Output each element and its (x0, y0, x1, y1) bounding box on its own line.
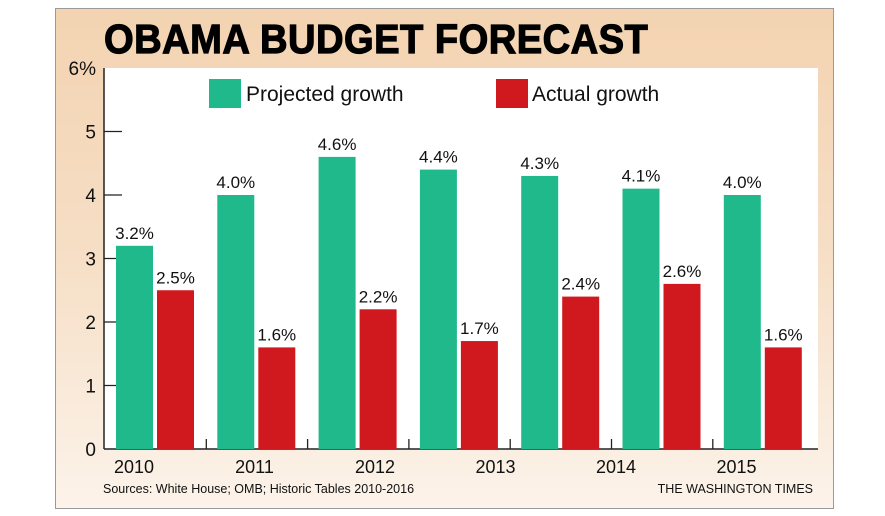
projected-growth-bar (217, 195, 255, 449)
data-label: 4.4% (419, 148, 458, 167)
data-label: 2.2% (359, 287, 398, 306)
x-tick-label: 2011 (235, 457, 274, 477)
data-label: 1.7% (460, 319, 499, 338)
source-note: Sources: White House; OMB; Historic Tabl… (103, 482, 415, 496)
x-tick-label: 2013 (475, 457, 515, 477)
projected-growth-bar (521, 175, 559, 449)
data-label: 3.2% (115, 224, 154, 243)
data-label: 4.1% (622, 167, 661, 186)
legend-swatch-actual (496, 79, 528, 108)
actual-growth-bar (157, 290, 194, 449)
actual-growth-bar (764, 347, 802, 449)
y-tick-label: 3 (85, 250, 96, 271)
x-tick-label: 2012 (355, 457, 395, 477)
credit-note: THE WASHINGTON TIMES (657, 482, 813, 496)
data-label: 4.0% (723, 173, 762, 192)
x-tick-label: 2014 (596, 457, 636, 477)
data-label: 2.5% (156, 268, 195, 287)
y-tick-label: 1 (85, 377, 96, 398)
legend-label-projected: Projected growth (246, 83, 404, 106)
data-label: 4.0% (216, 173, 255, 192)
legend-swatch-projected (209, 79, 241, 108)
projected-growth-bar (723, 195, 761, 449)
x-tick-label: 2015 (716, 457, 756, 477)
data-label: 1.6% (764, 325, 803, 344)
actual-growth-bar (663, 283, 701, 449)
projected-growth-bar (318, 156, 356, 449)
actual-growth-bar (460, 341, 498, 449)
legend-label-actual: Actual growth (532, 83, 659, 106)
data-label: 2.6% (663, 262, 702, 281)
actual-growth-bar (562, 296, 600, 449)
projected-growth-bar (116, 245, 153, 449)
data-label: 2.4% (561, 275, 600, 294)
y-tick-label: 5 (85, 123, 96, 144)
chart-title: OBAMA BUDGET FORECAST (103, 15, 649, 62)
projected-growth-bar (622, 188, 660, 449)
y-tick-label: 2 (85, 313, 96, 334)
y-tick-label: 6% (69, 59, 97, 80)
actual-growth-bar (258, 347, 296, 449)
data-label: 4.3% (520, 154, 559, 173)
x-tick-label: 2010 (114, 457, 154, 477)
y-tick-label: 4 (85, 186, 96, 207)
projected-growth-bar (419, 169, 457, 449)
data-label: 4.6% (318, 135, 357, 154)
actual-growth-bar (359, 309, 397, 449)
data-label: 1.6% (257, 325, 296, 344)
y-tick-label: 0 (85, 440, 96, 461)
